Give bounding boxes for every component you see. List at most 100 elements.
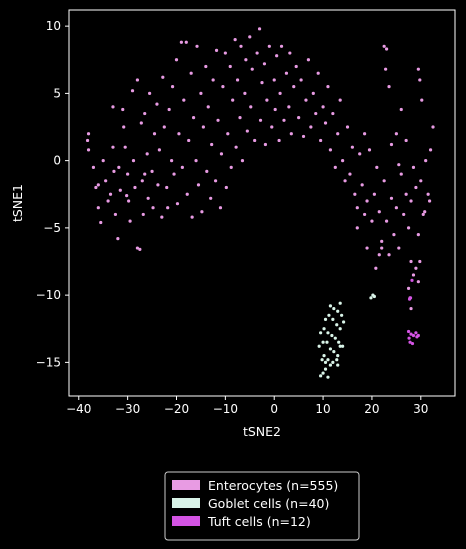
point-s0-158 (389, 196, 394, 200)
point-s0-176 (427, 199, 432, 203)
point-s0-5 (96, 206, 100, 210)
point-s0-90 (240, 159, 245, 163)
point-s0-59 (190, 215, 194, 219)
point-s0-136 (336, 132, 340, 136)
point-s0-28 (140, 179, 144, 183)
point-s0-131 (323, 121, 328, 125)
point-s0-121 (299, 78, 303, 82)
point-s0-207 (112, 169, 116, 173)
point-s0-74 (214, 48, 219, 52)
point-s0-72 (211, 78, 215, 82)
point-s1-20 (333, 336, 337, 340)
point-s0-174 (428, 148, 433, 152)
point-s0-14 (117, 165, 121, 169)
point-s0-58 (189, 71, 193, 75)
point-s0-30 (143, 111, 147, 116)
point-s0-138 (341, 159, 345, 163)
point-s0-169 (416, 233, 420, 237)
point-s0-57 (187, 138, 191, 143)
point-s0-164 (404, 192, 408, 196)
point-s1-33 (335, 358, 339, 362)
point-s0-94 (248, 35, 252, 39)
point-s0-184 (416, 67, 420, 71)
point-s0-120 (297, 116, 301, 120)
point-s2-6 (410, 341, 415, 346)
point-s0-46 (170, 159, 174, 163)
point-s1-32 (338, 301, 342, 305)
point-s1-14 (332, 350, 336, 354)
point-s0-183 (384, 67, 388, 71)
point-s0-38 (156, 183, 160, 187)
point-s1-17 (322, 327, 326, 331)
point-s0-135 (333, 165, 337, 169)
point-s0-209 (143, 172, 147, 176)
point-s0-86 (234, 145, 238, 149)
point-s0-161 (397, 246, 401, 250)
point-s0-91 (243, 91, 247, 95)
point-s1-34 (341, 344, 345, 348)
point-s0-55 (184, 40, 188, 44)
point-s0-16 (121, 107, 125, 112)
x-tick-label-4: 0 (270, 402, 278, 416)
point-s2-3 (414, 331, 418, 335)
point-s0-115 (287, 105, 291, 109)
point-s1-15 (336, 354, 340, 358)
point-s0-98 (255, 51, 259, 55)
point-s0-100 (258, 118, 263, 122)
point-s0-20 (127, 199, 131, 203)
point-s0-44 (166, 206, 170, 210)
point-s0-145 (358, 152, 362, 156)
point-s2-1 (409, 332, 413, 336)
point-s0-170 (419, 179, 423, 183)
point-s0-166 (409, 199, 413, 203)
point-s0-139 (343, 179, 347, 183)
point-s0-186 (420, 98, 424, 102)
point-s0-22 (130, 89, 135, 93)
point-s0-40 (160, 215, 164, 219)
point-s0-54 (182, 98, 186, 102)
y-axis: −15 −10 −5 0 5 10 (36, 19, 69, 369)
point-s0-179 (416, 280, 420, 284)
point-s0-118 (292, 85, 296, 89)
point-s0-93 (245, 129, 249, 133)
point-s0-148 (365, 199, 369, 203)
point-s0-67 (204, 64, 208, 69)
point-s1-3 (323, 367, 328, 371)
point-s0-133 (328, 148, 333, 152)
point-s0-172 (424, 159, 428, 163)
point-s0-12 (113, 212, 118, 217)
point-s0-52 (179, 40, 183, 44)
point-s0-81 (226, 132, 230, 136)
point-s0-15 (118, 188, 122, 192)
plot-area (68, 9, 456, 397)
point-s0-110 (277, 138, 281, 143)
point-s0-27 (139, 121, 143, 125)
point-s0-195 (389, 142, 394, 147)
point-s0-10 (108, 192, 113, 196)
point-s0-151 (372, 192, 376, 196)
point-s0-83 (229, 165, 233, 169)
x-tick-label-0: −40 (66, 402, 91, 416)
point-s0-92 (244, 58, 248, 62)
point-s0-190 (409, 306, 413, 311)
point-s1-38 (372, 294, 376, 299)
point-s0-88 (238, 116, 242, 120)
point-s1-16 (319, 331, 323, 335)
point-s0-78 (221, 85, 225, 89)
point-s0-41 (161, 75, 165, 79)
point-s0-119 (294, 64, 298, 69)
point-s0-127 (314, 111, 318, 116)
point-s1-31 (342, 320, 346, 324)
point-s0-11 (111, 145, 115, 149)
point-s0-108 (273, 107, 277, 112)
point-s2-8 (410, 278, 414, 282)
y-tick-label-2: −5 (43, 221, 61, 235)
point-s0-1 (85, 138, 90, 143)
point-s0-102 (262, 62, 267, 66)
point-s1-13 (328, 347, 333, 351)
point-s0-39 (157, 148, 161, 152)
point-s0-206 (96, 183, 100, 187)
point-s1-29 (336, 309, 340, 313)
point-s0-194 (397, 163, 401, 167)
legend-frame (164, 471, 360, 541)
